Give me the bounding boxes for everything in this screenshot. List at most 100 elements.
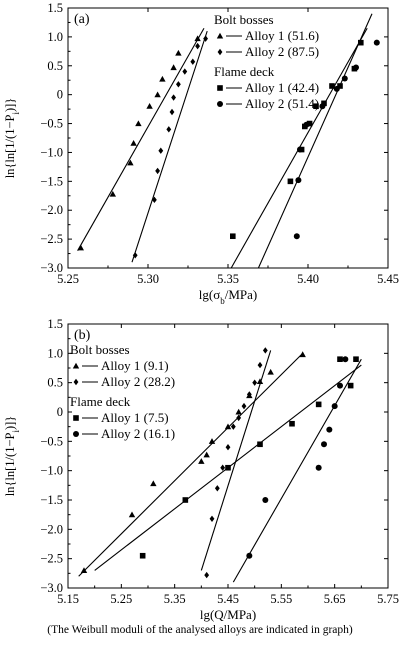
data-point-diamond <box>241 402 247 410</box>
y-tick-label: −0.5 <box>40 434 63 448</box>
legend-marker-circle <box>217 101 223 107</box>
data-point-square <box>225 464 231 471</box>
data-point-triangle <box>159 75 166 82</box>
x-axis-label: lg(σb/MPa) <box>199 287 257 306</box>
data-point-circle <box>321 441 327 448</box>
series-square <box>94 356 362 571</box>
data-point-triangle <box>77 244 84 251</box>
y-tick-label: −3.0 <box>40 581 63 595</box>
x-tick-label: 5.45 <box>217 592 239 606</box>
y-tick-label: −2.5 <box>40 232 63 246</box>
data-point-diamond <box>182 68 188 75</box>
data-point-circle <box>262 497 269 503</box>
y-axis-label: ln{ln[1/(1−Pi)]} <box>3 416 21 497</box>
legend-marker-triangle <box>216 32 224 39</box>
data-point-triangle <box>150 480 157 487</box>
data-point-square <box>287 178 294 185</box>
series-triangle <box>77 27 205 251</box>
y-tick-label: 1.5 <box>47 317 63 331</box>
series-diamond <box>131 30 208 263</box>
data-point-triangle <box>203 451 210 458</box>
data-point-square <box>257 441 263 448</box>
data-point-diamond <box>225 444 231 451</box>
data-point-triangle <box>299 351 306 358</box>
data-point-diamond <box>262 347 268 354</box>
data-point-square <box>139 552 146 559</box>
x-axis: 5.25 5.30 5.35 5.40 5.45 <box>57 8 399 286</box>
x-tick-label: 5.25 <box>57 272 79 286</box>
data-point-circle <box>353 64 359 71</box>
x-axis-label: lg(Q/MPa) <box>200 607 256 622</box>
y-tick-label: 1.0 <box>47 346 63 360</box>
panel-label: (a) <box>74 12 90 27</box>
legend-marker-square <box>73 415 79 421</box>
fit-line <box>78 352 304 577</box>
data-point-triangle <box>128 511 136 518</box>
x-tick-label: 5.35 <box>217 272 239 286</box>
data-point-triangle <box>127 159 134 166</box>
data-point-circle <box>297 146 303 153</box>
legend-entry-label: Alloy 1 (9.1) <box>101 358 169 373</box>
data-point-diamond <box>246 391 252 398</box>
data-point-square <box>313 103 319 110</box>
series-diamond <box>200 347 272 579</box>
y-tick-label: 1.5 <box>47 1 63 15</box>
data-point-circle <box>246 552 253 559</box>
x-tick-label: 5.45 <box>377 272 399 286</box>
data-point-triangle <box>194 35 201 42</box>
data-point-triangle <box>146 103 153 109</box>
chart-panel-a: −3.0−2.5−2.0−1.5−1.0−0.500.51.01.55.25 5.… <box>3 1 399 306</box>
data-point-diamond <box>169 108 175 116</box>
x-tick-label: 5.30 <box>137 272 159 286</box>
data-point-circle <box>342 356 349 363</box>
data-point-square <box>306 120 313 127</box>
data-point-diamond <box>155 167 160 175</box>
data-point-triangle <box>135 120 142 127</box>
data-point-circle <box>373 39 380 46</box>
data-point-circle <box>293 233 300 240</box>
data-point-diamond <box>158 147 164 154</box>
y-tick-label: 0.5 <box>47 59 63 73</box>
data-point-square <box>347 382 354 389</box>
data-point-square <box>353 356 359 362</box>
legend-group-title: Flame deck <box>70 394 131 409</box>
plot-area <box>77 13 380 268</box>
data-point-triangle <box>80 567 88 573</box>
fit-line <box>232 358 362 583</box>
data-point-diamond <box>195 42 200 50</box>
y-tick-label: 0 <box>57 88 63 102</box>
data-point-triangle <box>154 91 161 98</box>
y-tick-label: −2.0 <box>40 203 63 217</box>
data-point-square <box>289 420 295 427</box>
data-point-circle <box>295 177 302 184</box>
y-tick-label: −1.5 <box>40 174 63 188</box>
data-point-diamond <box>257 361 263 369</box>
data-point-triangle <box>130 140 137 146</box>
data-point-triangle <box>208 438 216 444</box>
data-point-triangle <box>267 368 274 375</box>
panel-label: (b) <box>74 328 91 343</box>
x-tick-label: 5.65 <box>324 592 346 606</box>
legend-entry-label: Alloy 1 (42.4) <box>245 80 319 95</box>
data-point-diamond <box>230 423 236 430</box>
data-point-circle <box>303 121 310 128</box>
x-tick-label: 5.25 <box>110 592 132 606</box>
data-point-diamond <box>152 196 157 204</box>
data-point-diamond <box>190 58 196 65</box>
x-axis: 5.15 5.25 5.35 5.45 5.55 5.65 5.75 <box>57 324 399 606</box>
legend-marker-square <box>217 85 223 91</box>
data-point-triangle <box>224 423 232 430</box>
series-circle <box>232 356 362 583</box>
data-point-diamond <box>214 485 220 492</box>
y-tick-label: −0.5 <box>40 117 63 131</box>
data-point-diamond <box>204 571 210 579</box>
data-point-square <box>230 233 236 240</box>
data-point-diamond <box>176 81 181 88</box>
legend-group-title: Bolt bosses <box>70 342 130 357</box>
data-point-diamond <box>203 35 208 42</box>
data-point-triangle <box>235 408 242 415</box>
data-point-square <box>182 497 189 503</box>
data-point-square <box>337 356 343 362</box>
